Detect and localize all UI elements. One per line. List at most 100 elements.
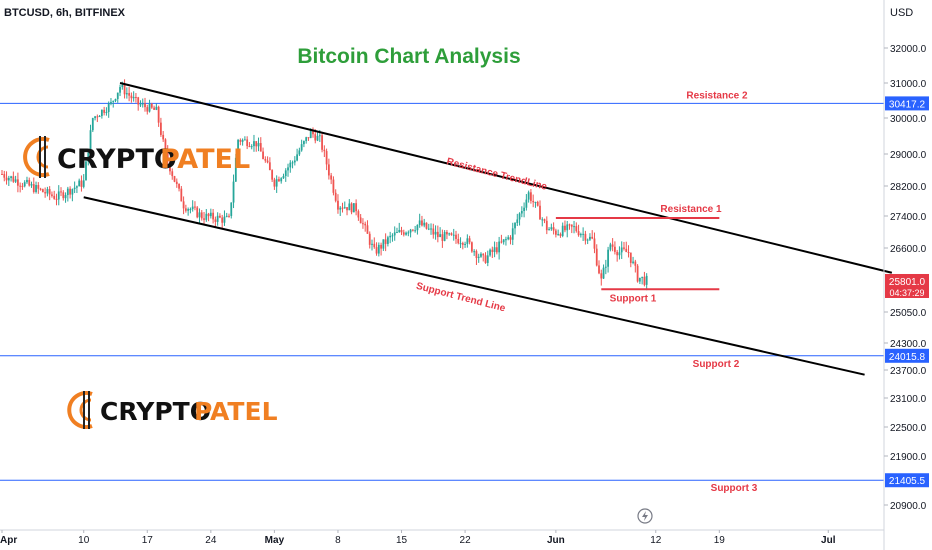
candle-body	[366, 225, 369, 234]
candle-body	[107, 103, 110, 112]
candle-body	[228, 215, 230, 217]
candle-body	[223, 216, 226, 223]
candle-body	[293, 160, 296, 163]
time-tick-label: Jul	[821, 535, 836, 546]
candlestick-series	[1, 79, 648, 291]
label-support-2: Support 2	[693, 359, 740, 370]
candle-body	[323, 149, 326, 152]
time-tick-label: Apr	[0, 535, 17, 546]
candle-body	[39, 188, 42, 190]
candle-body	[91, 118, 94, 131]
candle-body	[96, 116, 99, 118]
candle-body	[357, 211, 360, 218]
candle-body	[346, 207, 348, 211]
candle-body	[364, 223, 367, 226]
price-tick-label: 22500.0	[890, 423, 927, 434]
candle-body	[384, 239, 387, 244]
candle-body	[545, 220, 548, 231]
candle-body	[16, 179, 19, 186]
candle-body	[14, 179, 17, 182]
candle-body	[464, 243, 466, 245]
candle-body	[325, 151, 328, 165]
candle-body	[64, 195, 67, 199]
price-tick-label: 26600.0	[890, 244, 927, 255]
candle-body	[146, 107, 149, 112]
candle-body	[135, 97, 137, 99]
trendline	[119, 82, 893, 274]
candle-body	[44, 192, 47, 194]
candle-body	[173, 176, 176, 182]
candle-body	[409, 229, 412, 233]
candle-body	[316, 135, 319, 141]
candle-body	[243, 139, 246, 141]
candle-body	[629, 252, 632, 263]
candle-body	[402, 232, 405, 235]
candle-body	[89, 130, 92, 153]
last-price-tag	[885, 273, 929, 298]
candle-body	[144, 103, 146, 108]
time-axis[interactable]: Apr 10 17 24 May 8 15 22 Jun 12 19 Jul	[0, 530, 836, 546]
level-price-tag-label: 30417.2	[889, 99, 926, 110]
candle-body	[500, 241, 503, 243]
candle-body	[287, 167, 289, 171]
price-tick-label: 25050.0	[890, 308, 927, 319]
candle-body	[1, 174, 3, 175]
level-price-tag	[885, 473, 929, 488]
candle-body	[584, 233, 587, 241]
candle-body	[205, 213, 208, 220]
candle-body	[371, 243, 373, 245]
candle-body	[552, 227, 555, 231]
last-price-label: 25801.0	[889, 277, 926, 288]
candle-body	[225, 215, 228, 217]
candle-body	[175, 181, 178, 184]
candle-body	[289, 162, 292, 168]
price-tick-label: 28200.0	[890, 182, 927, 193]
candle-body	[334, 192, 337, 201]
candle-body	[514, 223, 516, 229]
candle-body	[139, 104, 142, 106]
candle-body	[566, 224, 569, 231]
candle-body	[332, 179, 335, 193]
candle-body	[589, 236, 591, 240]
price-tick-label: 23700.0	[890, 366, 927, 377]
candle-body	[507, 237, 510, 240]
price-tick-label: 20900.0	[890, 501, 927, 512]
candle-body	[23, 182, 26, 187]
candle-body	[623, 247, 625, 249]
candle-body	[296, 154, 298, 161]
lightning-icon[interactable]	[637, 508, 653, 524]
candle-body	[393, 232, 396, 236]
candle-body	[473, 251, 476, 253]
candle-body	[530, 192, 532, 201]
candle-body	[273, 179, 276, 187]
candle-body	[150, 103, 153, 108]
short-levels	[555, 217, 720, 291]
price-tick-label: 29000.0	[890, 150, 927, 161]
candle-body	[284, 170, 287, 177]
candle-body	[246, 139, 249, 147]
candle-body	[348, 203, 351, 211]
time-tick-label: 8	[335, 535, 341, 546]
candle-body	[162, 134, 165, 140]
candle-body	[80, 180, 83, 187]
candle-body	[362, 223, 364, 225]
time-tick-label: 22	[460, 535, 472, 546]
candle-body	[318, 135, 321, 137]
candle-body	[452, 234, 455, 236]
candle-body	[416, 224, 419, 231]
candle-body	[457, 238, 460, 244]
candle-body	[164, 139, 167, 151]
candle-body	[148, 103, 151, 112]
logo-c-icon	[67, 391, 93, 429]
time-tick-label: 17	[142, 535, 154, 546]
candle-body	[130, 95, 133, 99]
candle-body	[534, 201, 537, 203]
candle-body	[373, 243, 376, 248]
candle-body	[87, 152, 90, 162]
candle-body	[53, 195, 56, 199]
candle-body	[78, 180, 81, 187]
candle-body	[638, 277, 641, 282]
price-axis[interactable]: 32000.0 31000.0 30000.0 29000.0 28200.0 27400…	[884, 44, 927, 512]
candle-body	[541, 219, 544, 221]
